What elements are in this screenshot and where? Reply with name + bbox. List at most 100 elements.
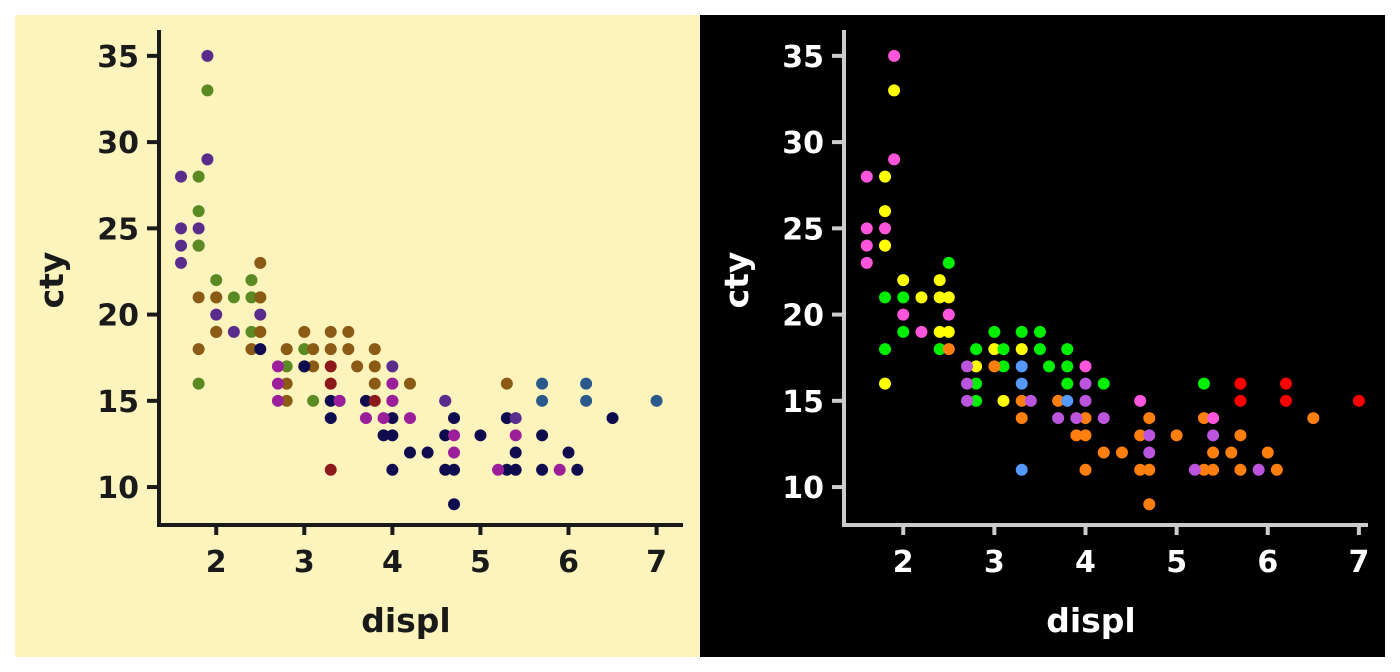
dark-chart-data-point — [1143, 412, 1156, 425]
light-chart-data-point — [580, 394, 593, 407]
light-chart-data-point — [210, 325, 223, 338]
light-chart-x-tick-label: 6 — [558, 545, 579, 580]
light-chart-data-point — [245, 291, 258, 304]
dark-chart-data-point — [860, 256, 873, 269]
light-chart-data-point — [562, 446, 575, 459]
light-chart-data-point — [421, 446, 434, 459]
dark-chart-data-point — [1352, 394, 1365, 407]
light-chart-data-point — [536, 394, 549, 407]
light-chart-data-point — [175, 239, 188, 252]
light-chart-data-point — [324, 343, 337, 356]
dark-chart-data-point — [1052, 394, 1065, 407]
dark-chart-data-point — [1079, 429, 1092, 442]
dark-chart-data-point — [1270, 463, 1283, 476]
dark-chart-data-point — [1015, 325, 1028, 338]
dark-chart-data-point — [1143, 429, 1156, 442]
dark-chart-data-point — [1070, 429, 1083, 442]
light-chart-data-point — [201, 49, 214, 62]
light-chart-data-point — [351, 360, 364, 373]
dark-chart-data-point — [879, 239, 892, 252]
dark-chart-data-point — [1015, 463, 1028, 476]
dark-chart-data-point — [1134, 429, 1147, 442]
light-chart-x-tick-label: 2 — [206, 545, 227, 580]
light-chart-x-tick-label: 3 — [294, 545, 315, 580]
dark-chart-x-tick-label: 7 — [1348, 545, 1369, 580]
light-chart-data-point — [227, 291, 240, 304]
dark-chart-data-point — [1061, 343, 1074, 356]
light-chart-data-point — [386, 360, 399, 373]
dark-chart-data-point — [1079, 412, 1092, 425]
dark-chart-data-point — [1015, 343, 1028, 356]
light-chart-data-point — [650, 394, 663, 407]
light-chart-data-point — [192, 205, 205, 218]
light-chart-data-point — [403, 446, 416, 459]
dark-chart-data-point — [1015, 360, 1028, 373]
dark-chart-data-point — [1234, 463, 1247, 476]
dark-chart-data-point — [897, 308, 910, 321]
dark-chart-data-point — [970, 360, 983, 373]
dark-chart-data-point — [997, 343, 1010, 356]
scatter-panel-light: 2 3 4 5 6 7 10 15 20 25 30 35 displ cty — [15, 15, 700, 657]
light-chart-data-point — [254, 256, 267, 269]
light-chart-y-tick-label: 25 — [97, 212, 139, 247]
scatter-panel-dark: 2 3 4 5 6 7 10 15 20 25 30 35 displ cty — [700, 15, 1385, 657]
dark-chart-data-point — [1079, 360, 1092, 373]
dark-chart-data-point — [860, 222, 873, 235]
dark-chart-data-point — [942, 308, 955, 321]
dark-chart-data-point — [1134, 394, 1147, 407]
light-chart-data-point — [271, 377, 284, 390]
dark-chart-data-point — [933, 274, 946, 287]
light-chart-data-point — [192, 239, 205, 252]
dark-chart-data-point — [1261, 446, 1274, 459]
dark-chart-data-point — [1015, 412, 1028, 425]
dark-chart-data-point — [1024, 394, 1037, 407]
light-chart-data-point — [210, 308, 223, 321]
dark-chart-data-point — [961, 394, 974, 407]
dark-chart-data-point — [1061, 377, 1074, 390]
dark-chart-data-point — [1015, 377, 1028, 390]
dark-chart-data-point — [1170, 429, 1183, 442]
light-chart-data-point — [580, 377, 593, 390]
dark-chart-data-point — [1061, 360, 1074, 373]
dark-chart-x-tick-label: 2 — [893, 545, 914, 580]
light-chart-background — [15, 15, 700, 657]
dark-chart-data-point — [879, 343, 892, 356]
light-chart-data-point — [280, 360, 293, 373]
dark-chart-y-tick-label: 35 — [782, 40, 824, 75]
dark-chart-y-tick-label: 30 — [782, 126, 824, 161]
dark-chart-data-point — [1188, 463, 1201, 476]
light-chart-x-axis-title: displ — [361, 601, 451, 640]
dark-chart-data-point — [879, 205, 892, 218]
dark-chart-data-point — [1307, 412, 1320, 425]
light-chart-data-point — [175, 222, 188, 235]
light-chart-data-point — [192, 222, 205, 235]
dark-chart-y-tick-label: 10 — [782, 471, 824, 506]
dark-chart-y-axis-title: cty — [717, 252, 756, 309]
light-chart-data-point — [386, 429, 399, 442]
dark-chart-x-tick-label: 5 — [1166, 545, 1187, 580]
dark-chart-data-point — [897, 291, 910, 304]
light-chart-data-point — [210, 274, 223, 287]
light-chart-data-point — [377, 412, 390, 425]
light-chart-data-point — [536, 463, 549, 476]
light-chart-data-point — [324, 325, 337, 338]
dark-chart-x-tick-label: 4 — [1075, 545, 1096, 580]
dark-chart-data-point — [970, 377, 983, 390]
light-chart-data-point — [403, 412, 416, 425]
dark-chart-data-point — [1225, 446, 1238, 459]
dark-chart-data-point — [988, 325, 1001, 338]
light-chart-data-point — [448, 412, 461, 425]
light-chart-data-point — [571, 463, 584, 476]
light-chart-data-point — [448, 446, 461, 459]
light-chart-data-point — [307, 343, 320, 356]
light-chart-data-point — [175, 170, 188, 183]
dark-chart-data-point — [1279, 377, 1292, 390]
dark-chart-data-point — [888, 49, 901, 62]
dark-chart-x-tick-label: 6 — [1257, 545, 1278, 580]
dark-chart-data-point — [915, 291, 928, 304]
light-chart-x-tick-label: 4 — [382, 545, 403, 580]
light-chart-data-point — [359, 412, 372, 425]
light-chart-data-point — [536, 377, 549, 390]
dark-chart-y-tick-label: 15 — [782, 385, 824, 420]
light-chart-data-point — [280, 394, 293, 407]
